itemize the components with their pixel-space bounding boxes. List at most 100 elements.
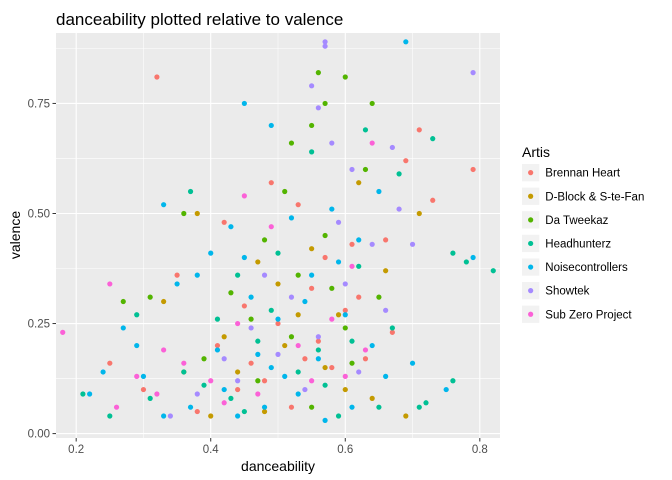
data-point (322, 382, 328, 388)
data-point (241, 254, 247, 261)
data-point (383, 268, 389, 274)
data-point (107, 281, 113, 287)
data-point (329, 364, 335, 371)
data-point (113, 404, 120, 410)
data-point (221, 334, 227, 340)
data-point (241, 303, 247, 309)
data-point (134, 342, 140, 349)
data-point (255, 391, 261, 397)
data-point (295, 391, 301, 397)
series-5 (167, 39, 476, 419)
data-point (349, 241, 355, 247)
legend-marker (528, 240, 534, 247)
data-point (261, 272, 268, 278)
data-point (261, 408, 268, 415)
data-point (241, 100, 247, 107)
legend-item: Headhunterz (522, 234, 611, 253)
data-point (235, 369, 241, 375)
data-point (228, 395, 234, 401)
data-point (208, 413, 214, 419)
data-point (470, 254, 476, 261)
data-point (329, 140, 335, 146)
data-point (315, 70, 321, 76)
data-point (349, 360, 355, 366)
data-point (369, 342, 375, 349)
series-6 (60, 140, 375, 410)
data-point (147, 395, 153, 401)
data-point (80, 391, 86, 397)
data-point (329, 285, 335, 291)
data-point (315, 334, 321, 340)
data-point (302, 386, 308, 393)
data-point (147, 294, 153, 300)
data-point (268, 180, 274, 186)
data-point (349, 263, 355, 269)
legend-label: Showtek (545, 286, 589, 298)
data-point (349, 166, 355, 173)
data-point (369, 395, 375, 401)
data-point (342, 386, 348, 393)
data-point (241, 193, 247, 199)
data-point (295, 369, 301, 375)
data-point (248, 325, 254, 331)
legend-item: Da Tweekaz (522, 211, 609, 229)
data-point (87, 391, 93, 397)
y-tick-label: 0.25 (28, 319, 50, 331)
data-point (221, 386, 227, 393)
data-point (100, 369, 106, 375)
data-point (335, 219, 342, 225)
data-point (470, 166, 476, 173)
data-point (309, 272, 315, 278)
data-point (201, 382, 207, 388)
data-point (322, 232, 328, 239)
data-point (342, 373, 348, 379)
data-point (255, 338, 261, 344)
chart-title: danceability plotted relative to valence (56, 10, 343, 29)
data-point (403, 413, 409, 419)
data-point (309, 378, 315, 384)
data-point (181, 360, 187, 366)
data-point (295, 312, 301, 318)
data-point (282, 342, 288, 349)
data-point (194, 210, 200, 217)
data-point (214, 342, 221, 349)
data-point (107, 413, 113, 419)
data-point (268, 364, 274, 371)
data-point (376, 294, 382, 300)
data-point (369, 140, 375, 146)
data-point (389, 329, 395, 335)
data-point (288, 334, 295, 340)
legend-marker (528, 217, 534, 223)
data-point (463, 259, 469, 265)
data-point (356, 237, 362, 243)
data-point (389, 325, 395, 331)
data-point (288, 140, 295, 146)
series-4 (87, 39, 476, 423)
data-point (309, 285, 315, 291)
data-point (416, 127, 422, 133)
data-point (403, 158, 409, 164)
data-point (282, 373, 288, 379)
legend-label: Noisecontrollers (545, 262, 628, 274)
data-point (181, 369, 187, 375)
data-point (322, 43, 328, 49)
data-point (309, 149, 315, 155)
data-point (383, 307, 389, 313)
data-point (356, 180, 362, 186)
data-point (275, 281, 281, 287)
data-point (235, 378, 241, 384)
data-point (235, 272, 241, 278)
y-tick-label: 0.00 (28, 429, 50, 441)
x-tick-label: 0.8 (472, 444, 488, 456)
legend-items: Brennan Heart D-Block & S-te-Fan Da Tweeka… (522, 164, 644, 323)
data-point (396, 206, 402, 212)
data-point (174, 281, 180, 287)
data-point (302, 356, 308, 362)
data-point (214, 347, 221, 353)
grid-minor (56, 33, 500, 438)
data-point (309, 246, 315, 252)
data-point (309, 404, 315, 410)
data-point (221, 400, 227, 406)
data-point (60, 329, 66, 335)
data-point (322, 417, 328, 423)
